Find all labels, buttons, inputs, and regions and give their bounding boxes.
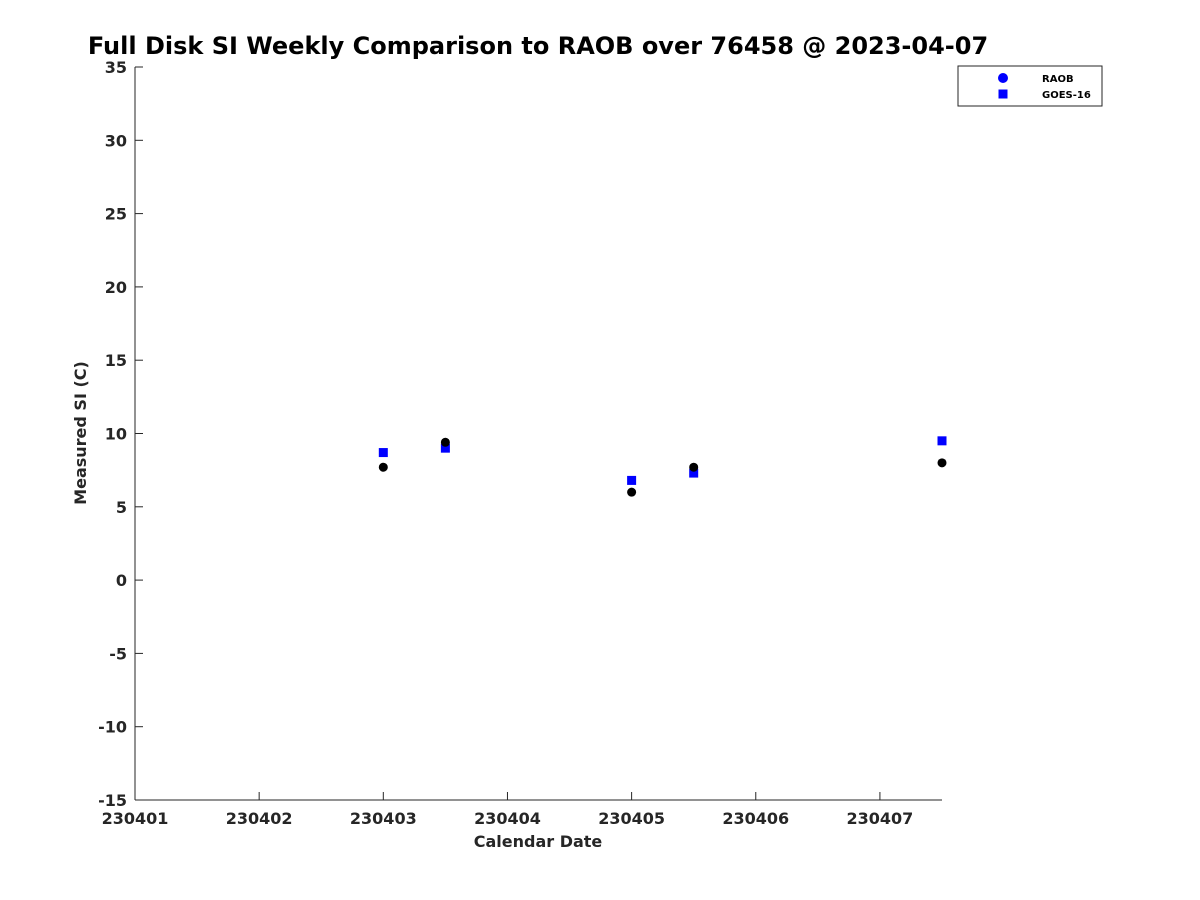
y-tick-label: 20 bbox=[105, 278, 127, 297]
legend-goes16-marker bbox=[998, 89, 1008, 99]
chart-title: Full Disk SI Weekly Comparison to RAOB o… bbox=[88, 32, 988, 60]
y-tick-label: 30 bbox=[105, 131, 127, 150]
goes16-point bbox=[937, 436, 947, 446]
goes16-point bbox=[689, 468, 699, 478]
x-axis-label: Calendar Date bbox=[474, 832, 603, 851]
goes16-point bbox=[627, 475, 637, 485]
legend-raob-label: RAOB bbox=[1042, 74, 1074, 85]
legend-raob-marker bbox=[998, 73, 1008, 83]
x-tick-label: 230406 bbox=[722, 809, 789, 828]
raob-point bbox=[378, 462, 388, 472]
y-tick-label: 25 bbox=[105, 205, 127, 224]
x-tick-label: 230401 bbox=[102, 809, 169, 828]
y-tick-label: 35 bbox=[105, 58, 127, 77]
y-tick-label: 15 bbox=[105, 351, 127, 370]
x-tick-label: 230407 bbox=[847, 809, 914, 828]
x-tick-label: 230403 bbox=[350, 809, 417, 828]
y-tick-label: -15 bbox=[98, 791, 127, 810]
x-tick-label: 230404 bbox=[474, 809, 541, 828]
raob-point bbox=[689, 462, 699, 472]
legend-goes16-label: GOES-16 bbox=[1042, 90, 1091, 101]
x-tick-label: 230402 bbox=[226, 809, 293, 828]
y-ticks: 35 30 25 20 15 10 5 0 -5 -10 -15 bbox=[98, 58, 143, 810]
raob-point bbox=[440, 437, 450, 447]
y-axis-label: Measured SI (C) bbox=[71, 361, 90, 505]
y-tick-label: 5 bbox=[116, 498, 127, 517]
y-tick-label: 10 bbox=[105, 425, 127, 444]
x-ticks: 230401 230402 230403 230404 230405 230406 2304… bbox=[102, 792, 914, 828]
raob-point bbox=[627, 487, 637, 497]
data-points bbox=[378, 436, 947, 497]
y-tick-label: 0 bbox=[116, 571, 127, 590]
x-tick-label: 230405 bbox=[598, 809, 665, 828]
y-tick-label: -10 bbox=[98, 718, 127, 737]
axes bbox=[134, 67, 942, 801]
goes16-point bbox=[378, 448, 388, 458]
y-tick-label: -5 bbox=[109, 644, 127, 663]
goes16-point bbox=[440, 443, 450, 453]
legend-box bbox=[957, 65, 1103, 107]
raob-point bbox=[937, 458, 947, 468]
legend: RAOB GOES-16 bbox=[957, 65, 1103, 107]
